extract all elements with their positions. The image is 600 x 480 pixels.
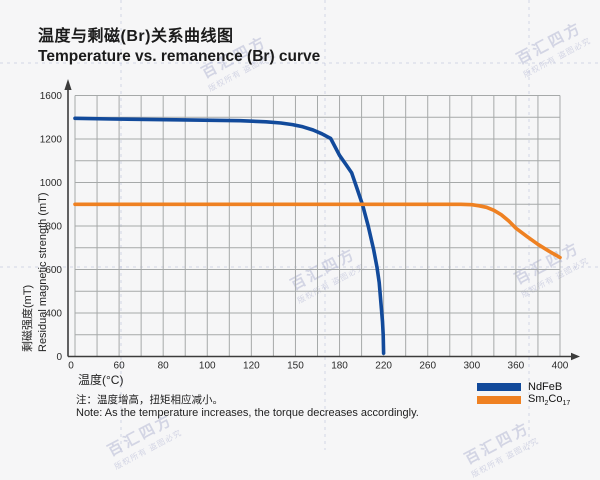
svg-text:0: 0 [68, 361, 74, 372]
svg-text:260: 260 [419, 361, 436, 372]
svg-text:180: 180 [331, 361, 348, 372]
y-tick-labels: 1600 1200 1000 800 600 400 0 [40, 91, 63, 363]
sm2co17-curve [73, 202, 562, 260]
page-title: 温度与剩磁(Br)关系曲线图 Temperature vs. remanence… [38, 27, 320, 66]
svg-text:220: 220 [375, 361, 392, 372]
chart-area: 0 60 80 100 120 150 180 220 260 300 360 400 1600 1200… [0, 0, 600, 450]
footnote: 注：温度增高，扭矩相应减小。 Note: As the temperature … [76, 394, 419, 419]
x-axis-title: 温度(°C) [78, 373, 124, 387]
legend: NdFeB Sm2Co17 [477, 381, 570, 407]
grid [74, 95, 561, 357]
x-tick-labels: 0 60 80 100 120 150 180 220 260 300 360 400 [68, 361, 569, 372]
legend-label-ndfeb: NdFeB [528, 381, 563, 393]
svg-text:100: 100 [199, 361, 216, 372]
svg-text:1600: 1600 [40, 91, 63, 102]
svg-text:80: 80 [158, 361, 170, 372]
svg-text:60: 60 [114, 361, 126, 372]
y-axis-title: 剩磁强度(mT) Residual magnetic strength (mT) [21, 72, 51, 352]
y-axis-title-zh: 剩磁强度(mT) [22, 284, 34, 352]
svg-text:1000: 1000 [40, 178, 63, 189]
ndfeb-curve [73, 116, 386, 355]
legend-swatch-sm2co17 [477, 396, 521, 404]
svg-text:300: 300 [463, 361, 480, 372]
svg-text:400: 400 [552, 361, 569, 372]
chart-title-en: Temperature vs. remanence (Br) curve [38, 48, 321, 65]
svg-text:800: 800 [45, 222, 62, 233]
svg-text:150: 150 [287, 361, 304, 372]
chart-title-zh: 温度与剩磁(Br)关系曲线图 [38, 28, 234, 45]
footnote-en: Note: As the temperature increases, the … [76, 407, 419, 419]
axes [64, 79, 580, 361]
svg-text:600: 600 [45, 265, 62, 276]
svg-text:1200: 1200 [40, 135, 63, 146]
footnote-zh: 注：温度增高，扭矩相应减小。 [76, 394, 223, 406]
legend-label-sm2co17: Sm2Co17 [528, 392, 571, 408]
svg-text:360: 360 [508, 361, 525, 372]
svg-text:0: 0 [56, 352, 62, 363]
legend-item-sm2co17: Sm2Co17 [477, 392, 571, 408]
svg-text:120: 120 [243, 361, 260, 372]
svg-text:400: 400 [45, 309, 62, 320]
y-axis-title-en: Residual magnetic strength (mT) [37, 192, 49, 352]
legend-item-ndfeb: NdFeB [477, 381, 570, 393]
background-guides [0, 0, 600, 450]
legend-swatch-ndfeb [477, 383, 521, 391]
